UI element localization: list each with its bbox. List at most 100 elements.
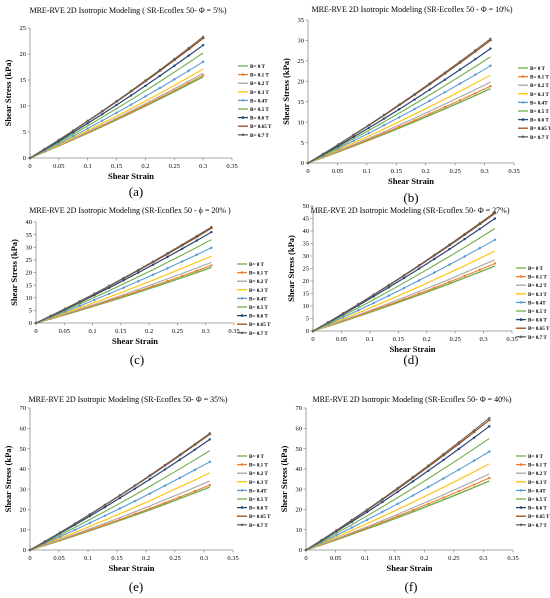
legend-label: B= 0.4T — [530, 100, 548, 106]
series-marker — [417, 292, 421, 295]
x-tick-label: 0.1 — [366, 336, 374, 343]
series-marker — [148, 474, 152, 477]
series-marker — [86, 122, 89, 125]
y-tick-label: 0 — [23, 547, 26, 554]
legend-label: B= 0.65 T — [530, 126, 550, 132]
legend-label: B= 0.65 T — [528, 326, 550, 332]
series-marker — [193, 468, 197, 472]
series-marker — [382, 113, 386, 117]
x-tick-label: 0.05 — [336, 336, 347, 343]
series-marker — [489, 37, 492, 40]
legend-label: B= 0 T — [528, 454, 544, 460]
series-marker — [151, 273, 155, 277]
series-line — [312, 228, 496, 332]
series-marker — [457, 441, 460, 444]
legend-label: B= 0.2 T — [530, 83, 549, 89]
x-tick-label: 0.05 — [330, 555, 341, 562]
y-tick-label: 15 — [20, 77, 27, 84]
series-marker — [478, 222, 481, 225]
series-marker — [209, 246, 213, 250]
series-marker — [151, 284, 155, 288]
y-tick-label: 20 — [20, 507, 27, 514]
series-line — [312, 259, 496, 332]
x-tick-label: 0.15 — [111, 555, 122, 562]
x-tick-label: 0.2 — [141, 163, 149, 170]
x-tick-label: 0.35 — [507, 555, 518, 562]
legend-marker — [241, 73, 245, 76]
y-tick-label: 40 — [296, 466, 303, 473]
series-line — [29, 432, 211, 551]
series-marker — [381, 500, 384, 504]
legend-label: B= 0.3 T — [250, 90, 269, 96]
series-marker — [173, 57, 176, 61]
y-tick-label: 60 — [20, 425, 27, 432]
series-marker — [100, 109, 104, 113]
legend-label: B= 0.6 T — [249, 314, 268, 320]
legend-label: B= 0.4T — [528, 300, 546, 306]
series-marker — [411, 480, 415, 483]
x-tick-label: 0.3 — [481, 168, 489, 175]
y-tick-label: 40 — [26, 219, 33, 226]
y-tick-label: 30 — [296, 486, 303, 493]
series-marker — [58, 531, 62, 534]
y-tick-label: 40 — [303, 228, 310, 235]
chart-panel: MRE-RVE 2D Isotropic Modeling ( SR-Ecofl… — [3, 6, 272, 199]
y-tick-label: 0 — [306, 328, 309, 335]
legend-marker — [519, 275, 523, 278]
series-marker — [122, 279, 125, 282]
chart-title: MRE-RVE 2D Isotropic Modeling (SR-Ecofle… — [311, 5, 512, 14]
series-marker — [457, 489, 460, 493]
series-marker — [402, 298, 406, 301]
series-marker — [365, 508, 369, 511]
series-marker — [411, 475, 415, 479]
chart-title: MRE-RVE 2D Isotropic Modeling (SR-Ecofle… — [310, 206, 509, 215]
series-marker — [88, 513, 92, 516]
chart-panel: MRE-RVE 2D Isotropic Modeling (SR-Ecofle… — [281, 5, 550, 205]
legend-label: B= 0.5 T — [528, 497, 547, 503]
series-marker — [107, 284, 111, 288]
chart-title: MRE-RVE 2D Isotropic Modeling (SR-Ecofle… — [29, 206, 231, 215]
series-marker — [304, 548, 308, 552]
y-tick-label: 50 — [303, 203, 310, 210]
series-marker — [396, 490, 399, 494]
series-marker — [136, 279, 140, 283]
series-marker — [180, 247, 184, 250]
x-tick-label: 0.25 — [449, 336, 460, 343]
series-marker — [201, 35, 205, 39]
series-marker — [447, 263, 452, 267]
legend-marker — [240, 296, 244, 300]
chart-panel: MRE-RVE 2D Isotropic Modeling (SR-Ecofle… — [279, 395, 550, 594]
legend-label: B= 0.1 T — [250, 73, 269, 79]
panel-caption: (c) — [130, 352, 144, 367]
series-marker — [413, 119, 416, 122]
series-marker — [417, 278, 421, 282]
legend-label: B= 0.2 T — [249, 471, 268, 477]
series-marker — [64, 307, 67, 310]
series-line — [305, 473, 490, 551]
series-marker — [201, 43, 205, 47]
series-marker — [166, 255, 169, 259]
series-line — [29, 472, 211, 551]
series-marker — [489, 84, 492, 88]
series-marker — [306, 161, 310, 165]
y-tick-label: 10 — [26, 295, 33, 302]
x-tick-label: 0.3 — [479, 555, 487, 562]
y-tick-label: 5 — [306, 316, 309, 323]
series-marker — [432, 271, 436, 275]
series-marker — [472, 436, 476, 439]
y-tick-label: 0 — [301, 160, 304, 167]
series-marker — [463, 232, 466, 236]
legend-label: B= 0.7 T — [530, 135, 549, 141]
series-marker — [158, 68, 162, 72]
series-marker — [493, 211, 497, 214]
chart-title: MRE-RVE 2D Isotropic Modeling (SR-Ecofle… — [28, 395, 227, 404]
legend-label: B= 0.2 T — [249, 279, 268, 285]
y-axis-label: Shear Stress (kPa) — [9, 239, 19, 306]
y-tick-label: 0 — [29, 320, 32, 327]
series-marker — [350, 518, 354, 522]
y-tick-label: 50 — [20, 446, 27, 453]
legend-label: B= 0.2 T — [250, 81, 269, 87]
series-marker — [372, 293, 375, 296]
y-tick-label: 0 — [299, 547, 302, 554]
y-tick-label: 10 — [20, 103, 27, 110]
